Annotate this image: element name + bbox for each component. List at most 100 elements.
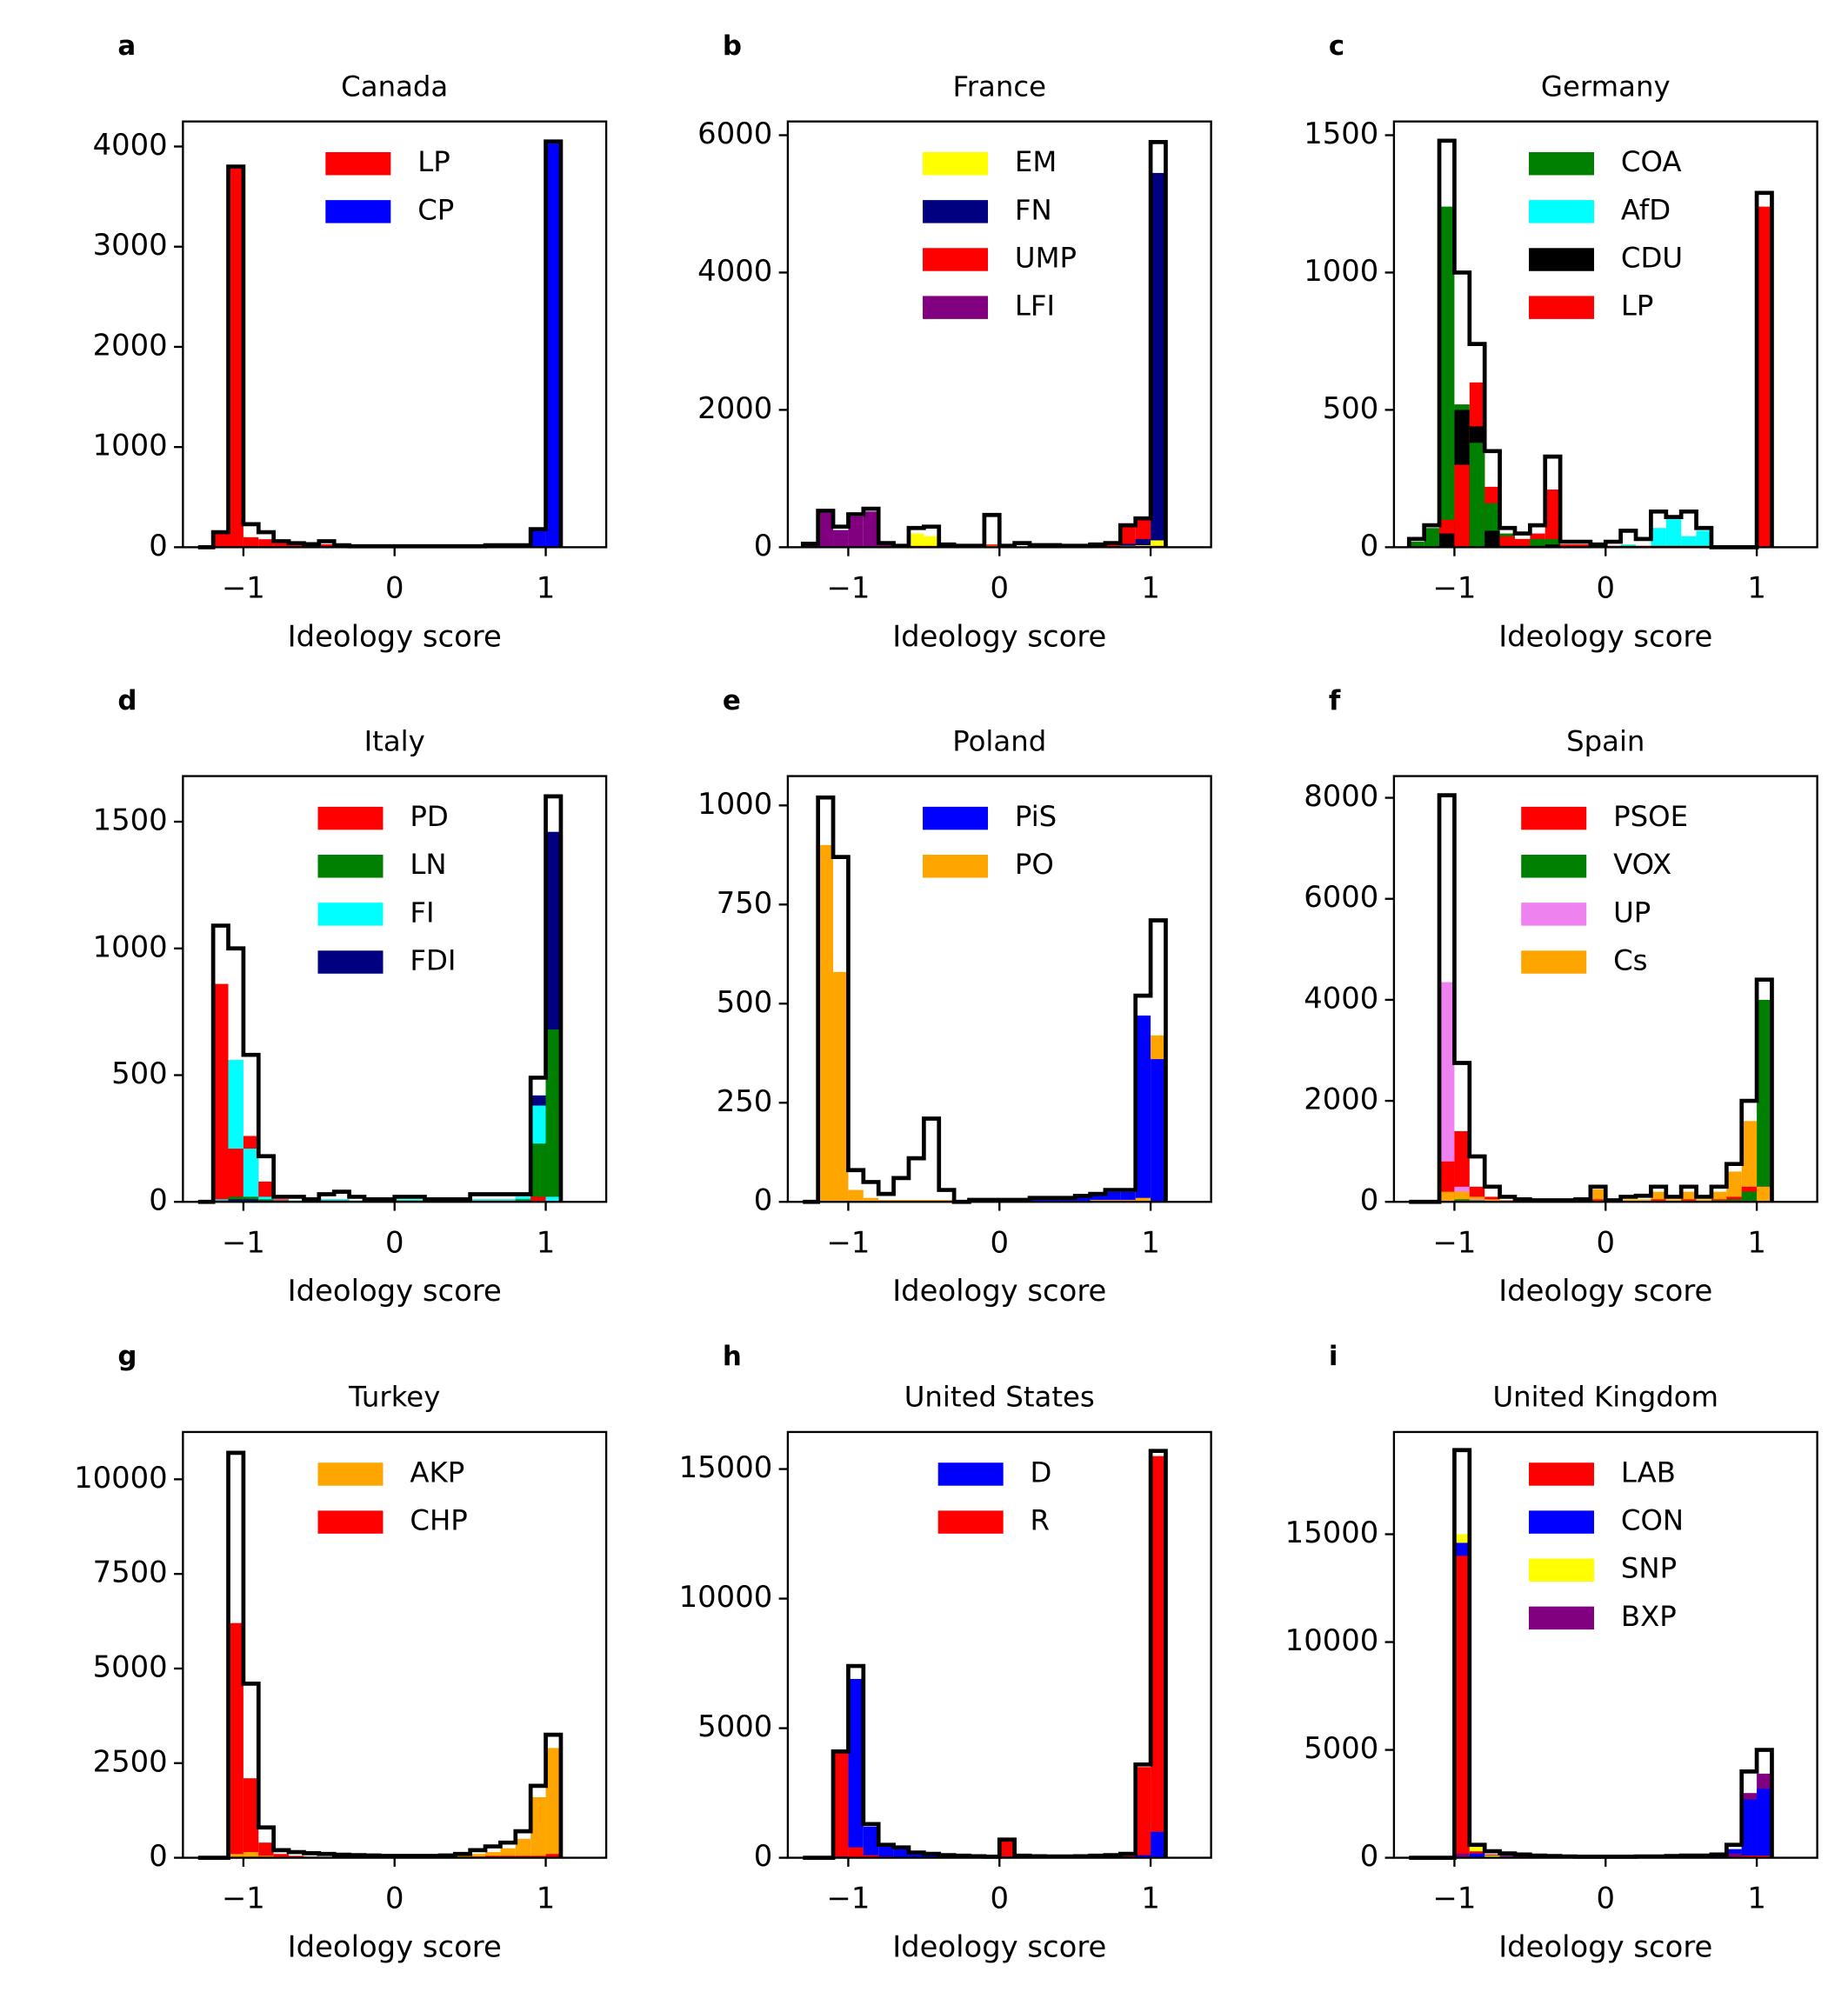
bar <box>530 1196 546 1203</box>
y-tick-label: 1000 <box>93 429 168 463</box>
x-axis-label: Ideology score <box>892 1930 1106 1964</box>
total-outline <box>803 1449 1168 1860</box>
legend-label: EM <box>1015 145 1057 178</box>
legend-label: VOX <box>1613 848 1671 881</box>
legend-label: LN <box>410 848 446 881</box>
bar <box>908 533 924 548</box>
bar <box>1560 544 1576 548</box>
bar <box>1499 536 1515 548</box>
panel-letter: d <box>117 685 137 716</box>
bar <box>1104 1191 1121 1203</box>
bar <box>1135 1015 1151 1203</box>
bar <box>1439 1161 1455 1203</box>
bar <box>545 1748 561 1858</box>
bar <box>848 1189 864 1203</box>
legend-swatch <box>317 855 384 878</box>
panel-title: United States <box>904 1381 1095 1414</box>
bar <box>545 1854 561 1858</box>
bar <box>1544 490 1561 548</box>
bar <box>1454 1130 1470 1203</box>
y-tick-label: 0 <box>149 529 168 563</box>
bar <box>1120 1191 1136 1203</box>
bar <box>1484 1855 1500 1858</box>
bar <box>1135 1197 1151 1203</box>
y-tick-label: 15000 <box>1285 1516 1379 1549</box>
bar <box>1741 1191 1758 1203</box>
x-tick-label: 0 <box>991 570 1010 604</box>
bar <box>258 539 274 548</box>
bar <box>530 530 546 548</box>
y-tick-label: 4000 <box>93 128 168 162</box>
bar <box>243 536 259 548</box>
bar <box>1530 538 1545 548</box>
x-tick-label: 1 <box>537 1225 556 1259</box>
y-tick-label: 8000 <box>1304 779 1378 813</box>
y-tick-label: 2000 <box>1304 1083 1378 1116</box>
panel-letter: a <box>117 30 136 62</box>
y-tick-label: 0 <box>149 1839 168 1873</box>
x-tick-label: −1 <box>1433 1882 1477 1915</box>
y-tick-label: 5000 <box>697 1709 772 1743</box>
x-tick-label: −1 <box>1433 1225 1477 1259</box>
bar <box>1620 1199 1637 1203</box>
bar <box>1135 538 1151 548</box>
bar <box>485 1852 501 1858</box>
y-tick-label: 0 <box>1360 1839 1379 1873</box>
bar <box>1514 538 1531 548</box>
bar <box>258 1842 274 1858</box>
panel-title: Spain <box>1566 724 1645 757</box>
bar <box>213 532 229 548</box>
y-tick-label: 10000 <box>1285 1623 1379 1657</box>
legend-swatch <box>1521 806 1587 830</box>
legend-swatch <box>325 200 391 223</box>
bar <box>1681 536 1697 548</box>
legend-swatch <box>923 806 989 830</box>
legend-swatch <box>1521 855 1587 878</box>
legend-swatch <box>1521 903 1587 926</box>
bar <box>1484 1199 1500 1203</box>
bar <box>1454 1199 1470 1203</box>
bar <box>1544 538 1561 548</box>
y-tick-label: 1500 <box>1304 117 1378 150</box>
x-tick-label: 0 <box>385 570 404 604</box>
legend-label: SNP <box>1621 1552 1677 1585</box>
legend-label: PD <box>410 800 448 833</box>
y-tick-label: 1000 <box>1304 254 1378 288</box>
bar <box>1135 1855 1151 1858</box>
y-tick-label: 0 <box>1360 1183 1379 1217</box>
x-tick-label: 0 <box>1597 1882 1616 1915</box>
x-tick-label: 0 <box>385 1882 404 1915</box>
bar <box>228 1199 244 1203</box>
panel-title: Poland <box>952 724 1046 757</box>
legend-label: FN <box>1015 193 1052 226</box>
bar <box>1636 1199 1651 1203</box>
x-axis-label: Ideology score <box>1498 619 1712 653</box>
y-tick-label: 7500 <box>93 1556 168 1589</box>
legend-swatch <box>1529 1462 1595 1486</box>
x-axis-label: Ideology score <box>892 619 1106 653</box>
legend-swatch <box>923 248 989 271</box>
bar <box>924 1854 939 1858</box>
legend-label: CP <box>417 193 454 226</box>
legend-swatch <box>317 1462 384 1486</box>
x-tick-label: −1 <box>827 1882 871 1915</box>
bar <box>878 544 894 548</box>
bar <box>817 844 834 1203</box>
y-tick-label: 0 <box>754 1839 773 1873</box>
bar <box>1135 1767 1151 1858</box>
bar <box>1454 1853 1470 1858</box>
x-axis-label: Ideology score <box>288 1930 502 1964</box>
bar <box>1665 516 1682 548</box>
y-tick-label: 2500 <box>93 1744 168 1778</box>
x-tick-label: 1 <box>1747 1225 1766 1259</box>
legend-swatch <box>1529 200 1595 223</box>
bar <box>893 1848 909 1858</box>
bar <box>848 516 864 548</box>
bar <box>1575 544 1591 548</box>
legend-label: FDI <box>410 944 456 977</box>
x-axis-label: Ideology score <box>892 1274 1106 1308</box>
bar <box>515 1838 531 1858</box>
x-axis-label: Ideology score <box>1498 1274 1712 1308</box>
bar <box>470 1854 486 1858</box>
legend-label: Cs <box>1613 944 1647 977</box>
